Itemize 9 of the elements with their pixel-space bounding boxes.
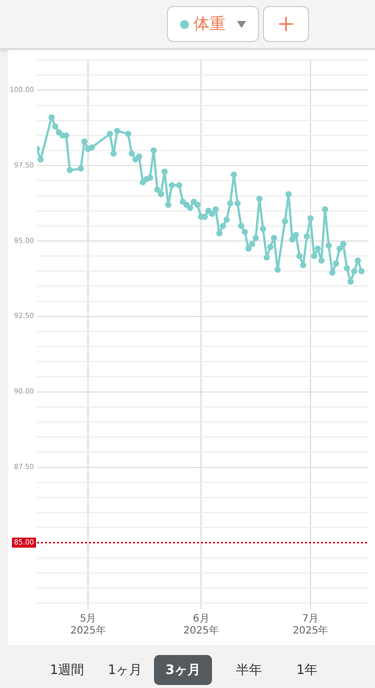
text: 1年	[295, 662, 319, 680]
text: 3ヶ月	[154, 655, 212, 685]
text: 1ヶ月	[106, 662, 144, 680]
x-tick-label: 7月 2025年	[292, 614, 328, 637]
text: 半年	[235, 662, 263, 680]
x-tick-label: 5月 2025年	[70, 614, 106, 637]
legend-label: 体重	[194, 14, 226, 34]
x-tick-label: 6月 2025年	[183, 614, 219, 637]
text: 1週間	[48, 662, 86, 680]
